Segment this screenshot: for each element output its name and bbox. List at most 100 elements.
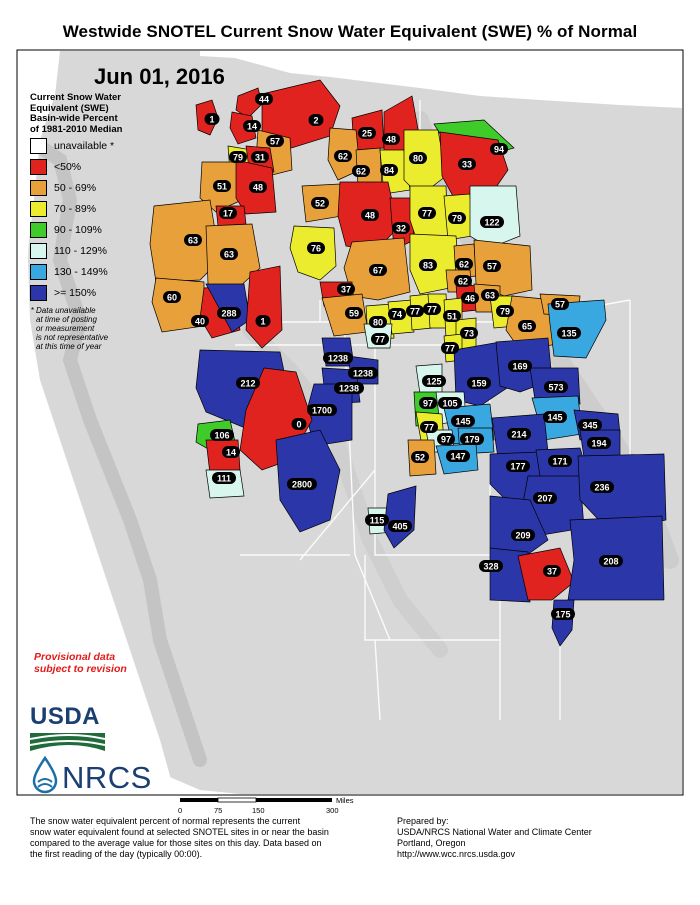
basin-label-bg xyxy=(220,248,238,260)
basin-value-label: 1238 xyxy=(353,369,373,379)
scale-tick-label: 0 xyxy=(178,806,183,815)
prepared-line: Prepared by: xyxy=(397,816,449,826)
basin-value-label: 145 xyxy=(455,417,470,427)
basin-label-bg xyxy=(451,415,475,427)
scale-bar-graphic xyxy=(180,797,332,803)
basin-value-label: 77 xyxy=(422,209,432,219)
basin-label-bg xyxy=(382,133,400,145)
map-title: Westwide SNOTEL Current Snow Water Equiv… xyxy=(62,22,638,41)
basin-value-label: 125 xyxy=(426,377,441,387)
basin-label-bg xyxy=(380,164,398,176)
basin-label-bg xyxy=(266,135,284,147)
basin-value-label: 62 xyxy=(356,167,366,177)
basin-label-bg xyxy=(455,258,473,270)
legend-swatch xyxy=(30,138,47,154)
basin-value-label: 60 xyxy=(167,293,177,303)
basin-label-bg xyxy=(213,180,231,192)
basin-value-label: 97 xyxy=(423,399,433,409)
basin-label-bg xyxy=(348,367,378,379)
basin-label-bg xyxy=(460,433,484,445)
basin-value-label: 135 xyxy=(561,329,576,339)
basin-label-bg xyxy=(358,127,376,139)
basin-label-bg xyxy=(441,342,459,354)
provisional-line: subject to revision xyxy=(34,663,127,675)
basin-value-label: 40 xyxy=(195,317,205,327)
basin-label-bg xyxy=(287,478,317,490)
basin-value-label: 106 xyxy=(214,431,229,441)
basin-value-label: 77 xyxy=(375,335,385,345)
basin-value-label: 405 xyxy=(392,522,407,532)
basin-label-bg xyxy=(365,514,389,526)
basin-value-label: 48 xyxy=(386,135,396,145)
legend-note-line: is not representative xyxy=(36,333,109,342)
provisional-line: Provisional data xyxy=(34,651,116,663)
footnote-line: the first reading of the day (typically … xyxy=(30,849,203,859)
legend-item: 70 - 89% xyxy=(30,199,180,219)
legend-label: 70 - 89% xyxy=(54,203,97,215)
legend: Current Snow Water Equivalent (SWE) Basi… xyxy=(30,92,180,303)
legend-label: 130 - 149% xyxy=(54,266,108,278)
basin-value-label: 159 xyxy=(471,379,486,389)
basin-label-bg xyxy=(212,472,236,484)
footnote-line: compared to the average value for those … xyxy=(30,838,322,848)
basin-label-bg xyxy=(551,608,575,620)
basin-value-label: 2800 xyxy=(292,480,312,490)
basin-value-label: 171 xyxy=(552,457,567,467)
basin-label-bg xyxy=(518,320,536,332)
basin-value-label: 209 xyxy=(515,531,530,541)
scale-unit-label: Miles xyxy=(336,796,354,805)
nrcs-logo: NRCS xyxy=(30,756,152,796)
legend-item: 130 - 149% xyxy=(30,262,180,282)
basin-label-bg xyxy=(422,375,446,387)
legend-label: >= 150% xyxy=(54,287,97,299)
basin-label-bg xyxy=(418,207,436,219)
legend-heading-line: Current Snow Water xyxy=(30,92,121,103)
basin-value-label: 63 xyxy=(485,291,495,301)
scale-tick-label: 150 xyxy=(252,806,265,815)
basin-label-bg xyxy=(371,333,389,345)
basin-label-bg xyxy=(291,418,307,430)
legend-item: <50% xyxy=(30,157,180,177)
basin-label-bg xyxy=(443,310,461,322)
basin-value-label: 51 xyxy=(447,312,457,322)
basin-label-bg xyxy=(438,397,462,409)
legend-heading-line: Equivalent (SWE) xyxy=(30,102,109,114)
basin-label-bg xyxy=(255,93,273,105)
prepared-line: http://www.wcc.nrcs.usda.gov xyxy=(397,849,516,859)
basin-label-bg xyxy=(511,529,535,541)
basin-value-label: 212 xyxy=(240,379,255,389)
basin-label-bg xyxy=(437,433,455,445)
basin-value-label: 32 xyxy=(396,224,406,234)
basin-label-bg xyxy=(508,360,532,372)
nrcs-logo-text: NRCS xyxy=(62,760,152,795)
basin-label-bg xyxy=(388,520,412,532)
basin-value-label: 79 xyxy=(233,153,243,163)
basin-value-label: 175 xyxy=(555,610,570,620)
legend-heading: Current Snow Water Equivalent (SWE) Basi… xyxy=(30,92,180,135)
basin-value-label: 328 xyxy=(483,562,498,572)
basin-value-label: 62 xyxy=(459,260,469,270)
basin-value-label: 52 xyxy=(415,453,425,463)
basin-label-bg xyxy=(460,327,478,339)
basin-value-label: 77 xyxy=(427,305,437,315)
basin-label-bg xyxy=(533,492,557,504)
legend-label: <50% xyxy=(54,161,82,173)
footnote-line: The snow water equivalent percent of nor… xyxy=(30,816,301,826)
basin-label-bg xyxy=(369,316,387,328)
basin-label-bg xyxy=(236,377,260,389)
basin-label-bg xyxy=(191,315,209,327)
basin-value-label: 0 xyxy=(296,420,301,430)
basin-label-bg xyxy=(548,455,572,467)
basin-value-label: 37 xyxy=(547,567,557,577)
basin-label-bg xyxy=(361,209,379,221)
basin-label-bg xyxy=(323,352,353,364)
basin-label-bg xyxy=(507,428,531,440)
legend-label: 110 - 129% xyxy=(54,245,107,257)
basin-value-label: 77 xyxy=(424,423,434,433)
prepared-by: Prepared by: USDA/NRCS National Water an… xyxy=(397,816,657,860)
basin-label-bg xyxy=(420,421,438,433)
basin-value-label: 57 xyxy=(487,262,497,272)
basin-value-label: 97 xyxy=(441,435,451,445)
legend-note-star: * xyxy=(31,306,35,315)
legend-item: unavailable * xyxy=(30,136,180,156)
